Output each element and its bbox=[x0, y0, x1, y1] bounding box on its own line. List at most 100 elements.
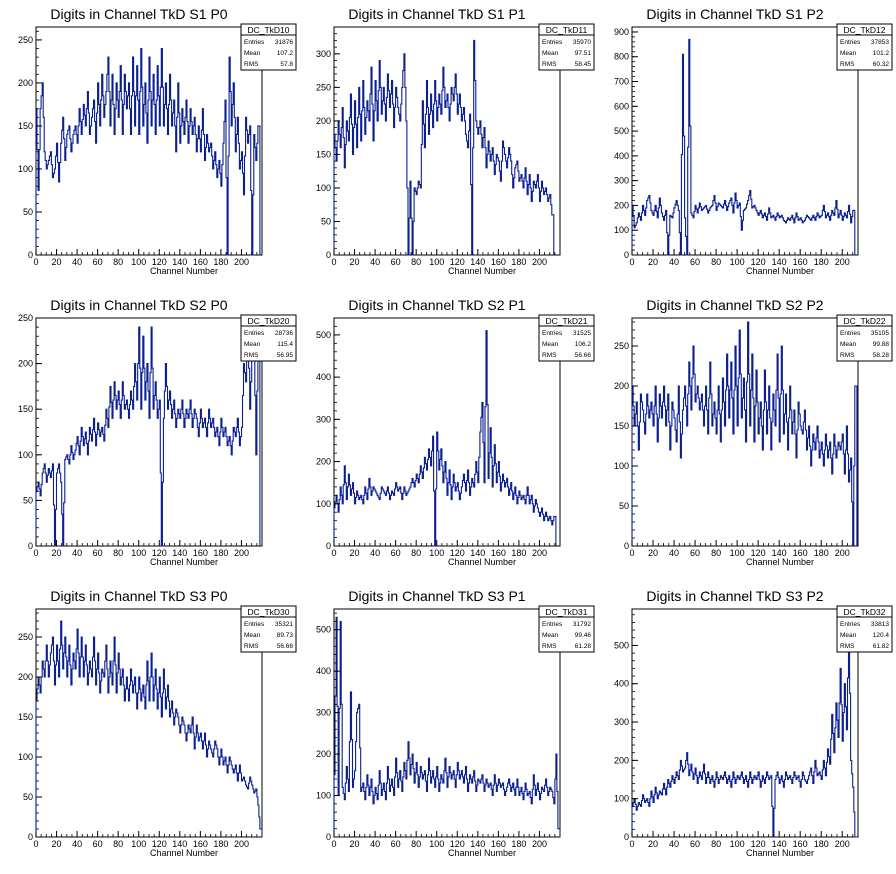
y-tick-label: 0 bbox=[624, 541, 629, 551]
x-tick-label: 20 bbox=[648, 257, 658, 267]
x-tick-label: 40 bbox=[72, 839, 82, 849]
chart-title: Digits in Channel TkD S1 P1 bbox=[348, 6, 525, 22]
y-tick-label: 500 bbox=[614, 640, 629, 650]
histogram-panel: Digits in Channel TkD S2 P0 0 20 40 60 80 100 1… bbox=[18, 297, 297, 567]
x-axis-label: Channel Number bbox=[448, 266, 516, 276]
y-tick-label: 250 bbox=[18, 313, 33, 323]
x-tick-label: 140 bbox=[172, 548, 187, 558]
x-tick-label: 180 bbox=[511, 839, 526, 849]
y-tick-label: 200 bbox=[316, 116, 331, 126]
stats-histogram-name: DC_TkD20 bbox=[247, 316, 289, 326]
histogram-series-line bbox=[35, 620, 263, 837]
stats-value: 31525 bbox=[573, 330, 591, 337]
y-tick-label: 600 bbox=[614, 101, 629, 111]
stats-label: Mean bbox=[244, 632, 261, 639]
x-tick-label: 160 bbox=[793, 257, 808, 267]
y-tick-label: 0 bbox=[28, 541, 33, 551]
x-axis-label: Channel Number bbox=[150, 266, 218, 276]
x-tick-label: 100 bbox=[429, 548, 444, 558]
chart-title: Digits in Channel TkD S3 P1 bbox=[348, 588, 525, 604]
x-tick-label: 0 bbox=[629, 839, 634, 849]
stats-box-frame bbox=[240, 23, 297, 71]
x-tick-label: 120 bbox=[751, 257, 766, 267]
x-tick-label: 80 bbox=[411, 257, 421, 267]
y-tick-label: 0 bbox=[326, 250, 331, 260]
x-tick-label: 160 bbox=[793, 548, 808, 558]
y-tick-label: 100 bbox=[614, 225, 629, 235]
y-tick-label: 900 bbox=[614, 27, 629, 37]
histogram-series-line bbox=[333, 330, 557, 547]
x-tick-label: 100 bbox=[131, 839, 146, 849]
stats-box-frame bbox=[240, 314, 297, 362]
x-tick-label: 100 bbox=[429, 257, 444, 267]
x-tick-label: 160 bbox=[793, 839, 808, 849]
y-tick-label: 200 bbox=[316, 457, 331, 467]
x-tick-label: 40 bbox=[669, 257, 679, 267]
x-tick-label: 100 bbox=[131, 548, 146, 558]
x-tick-label: 200 bbox=[835, 839, 850, 849]
stats-box-frame bbox=[240, 605, 297, 653]
stats-label: Entries bbox=[244, 621, 265, 628]
x-tick-label: 80 bbox=[113, 548, 123, 558]
y-tick-label: 700 bbox=[614, 77, 629, 87]
stats-value: 61.28 bbox=[575, 643, 592, 650]
x-tick-label: 140 bbox=[172, 839, 187, 849]
histogram-series-line bbox=[35, 326, 261, 547]
x-tick-label: 80 bbox=[113, 257, 123, 267]
y-tick-label: 0 bbox=[326, 832, 331, 842]
x-tick-label: 60 bbox=[93, 548, 103, 558]
x-tick-label: 120 bbox=[450, 257, 465, 267]
stats-label: Entries bbox=[840, 39, 861, 46]
x-tick-label: 0 bbox=[331, 548, 336, 558]
x-tick-label: 120 bbox=[152, 257, 167, 267]
chart-title: Digits in Channel TkD S2 P1 bbox=[348, 297, 525, 313]
stats-label: RMS bbox=[840, 61, 855, 68]
stats-label: Entries bbox=[244, 330, 265, 337]
plot-frame bbox=[631, 608, 859, 838]
stats-box: DC_TkD12 Entries 37853 Mean 101.2 RMS 60.32 bbox=[836, 23, 893, 71]
stats-label: Entries bbox=[244, 39, 265, 46]
stats-box: DC_TkD21 Entries 31525 Mean 106.2 RMS 56.66 bbox=[538, 314, 595, 362]
stats-label: RMS bbox=[840, 643, 855, 650]
y-tick-label: 100 bbox=[18, 752, 33, 762]
x-tick-label: 100 bbox=[730, 839, 745, 849]
stats-histogram-name: DC_TkD22 bbox=[843, 316, 885, 326]
x-tick-label: 40 bbox=[370, 548, 380, 558]
x-tick-label: 140 bbox=[772, 839, 787, 849]
y-tick-label: 500 bbox=[614, 126, 629, 136]
y-tick-label: 0 bbox=[624, 250, 629, 260]
y-tick-label: 400 bbox=[316, 666, 331, 676]
x-tick-label: 40 bbox=[669, 839, 679, 849]
y-tick-label: 250 bbox=[18, 632, 33, 642]
stats-value: 35321 bbox=[275, 621, 293, 628]
x-tick-label: 100 bbox=[730, 257, 745, 267]
x-axis-label: Channel Number bbox=[150, 848, 218, 858]
x-tick-label: 120 bbox=[152, 548, 167, 558]
stats-box: DC_TkD11 Entries 35970 Mean 97.51 RMS 58.45 bbox=[538, 23, 595, 71]
stats-value: 61.82 bbox=[873, 643, 890, 650]
x-tick-label: 80 bbox=[711, 257, 721, 267]
stats-value: 60.32 bbox=[873, 61, 890, 68]
stats-value: 106.2 bbox=[575, 341, 592, 348]
stats-value: 37853 bbox=[871, 39, 889, 46]
x-tick-label: 60 bbox=[690, 839, 700, 849]
x-tick-label: 180 bbox=[511, 257, 526, 267]
y-tick-label: 400 bbox=[316, 372, 331, 382]
y-tick-label: 0 bbox=[28, 250, 33, 260]
stats-value: 101.2 bbox=[873, 50, 890, 57]
x-tick-label: 40 bbox=[72, 257, 82, 267]
y-tick-label: 100 bbox=[18, 164, 33, 174]
stats-label: Entries bbox=[542, 330, 563, 337]
x-tick-label: 100 bbox=[429, 839, 444, 849]
chart-title: Digits in Channel TkD S2 P2 bbox=[646, 297, 823, 313]
stats-label: Mean bbox=[542, 341, 559, 348]
x-tick-label: 160 bbox=[193, 257, 208, 267]
stats-box: DC_TkD31 Entries 31792 Mean 99.46 RMS 61.28 bbox=[538, 605, 595, 653]
histogram-panel: Digits in Channel TkD S1 P0 0 20 40 60 80 100 1… bbox=[18, 6, 297, 276]
y-tick-label: 150 bbox=[18, 404, 33, 414]
x-tick-label: 60 bbox=[391, 839, 401, 849]
x-tick-label: 120 bbox=[751, 548, 766, 558]
stats-value: 120.4 bbox=[873, 632, 890, 639]
x-tick-label: 40 bbox=[370, 839, 380, 849]
y-tick-label: 200 bbox=[316, 749, 331, 759]
